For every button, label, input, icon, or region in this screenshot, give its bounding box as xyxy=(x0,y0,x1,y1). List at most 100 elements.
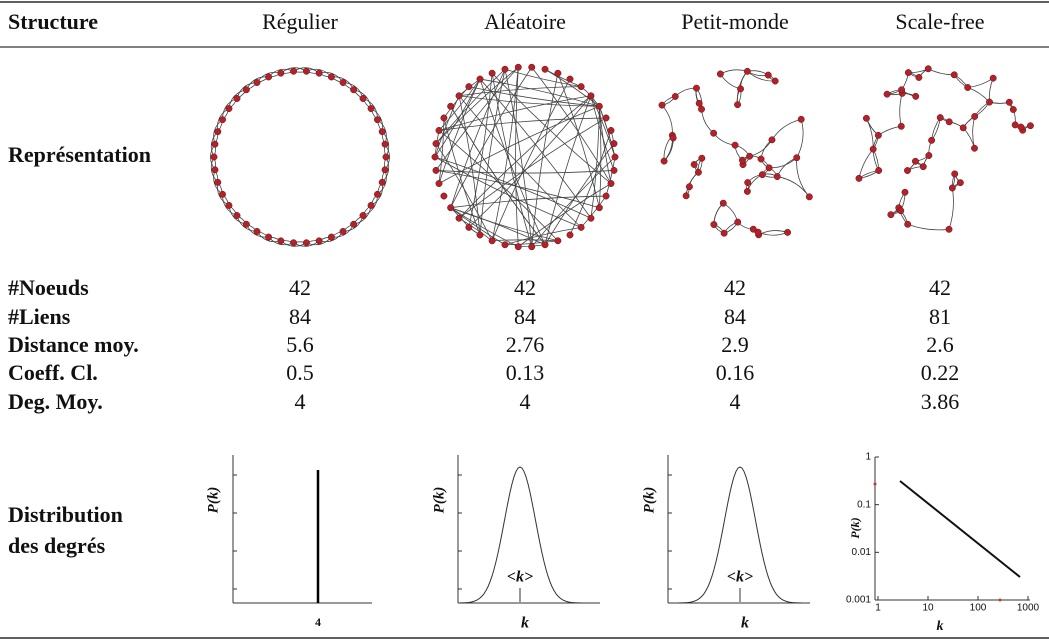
cell: 42 xyxy=(724,275,746,300)
node xyxy=(476,75,484,83)
cell: 2.76 xyxy=(506,332,545,357)
node xyxy=(432,166,440,174)
node xyxy=(233,212,241,219)
node xyxy=(374,116,381,124)
node xyxy=(971,144,978,152)
edge xyxy=(468,95,592,228)
node xyxy=(971,113,979,120)
node xyxy=(566,231,574,239)
edge xyxy=(796,157,810,198)
header-cell: Structure xyxy=(8,9,98,34)
node xyxy=(381,166,389,174)
node xyxy=(378,128,386,136)
node xyxy=(431,153,439,161)
node xyxy=(242,220,250,228)
node xyxy=(956,179,964,187)
node xyxy=(773,173,781,181)
node xyxy=(797,115,805,123)
node xyxy=(1011,121,1019,129)
node xyxy=(1026,122,1034,130)
node xyxy=(945,225,953,233)
edge xyxy=(504,69,533,247)
node xyxy=(435,127,443,134)
edge xyxy=(931,117,941,141)
node xyxy=(746,152,754,160)
node xyxy=(554,69,562,77)
edge xyxy=(438,105,600,184)
row-label: Deg. Moy. xyxy=(8,389,103,414)
node xyxy=(719,199,727,207)
mean-label: <k> xyxy=(727,569,753,586)
row-label: Distance moy. xyxy=(8,332,139,357)
edge xyxy=(544,95,592,245)
edge xyxy=(771,118,802,141)
edge xyxy=(590,95,615,171)
node xyxy=(327,233,335,241)
node xyxy=(855,174,863,182)
node xyxy=(277,69,285,77)
edge xyxy=(866,118,874,150)
node xyxy=(764,71,772,79)
node xyxy=(743,67,751,75)
node xyxy=(904,167,911,174)
node xyxy=(607,127,615,134)
node xyxy=(694,168,702,176)
node xyxy=(734,101,742,109)
node xyxy=(904,69,912,77)
edge xyxy=(458,217,493,242)
node xyxy=(1005,98,1013,106)
node xyxy=(315,237,323,245)
node xyxy=(210,153,218,161)
edge xyxy=(434,156,582,228)
edge xyxy=(661,104,673,136)
node xyxy=(339,228,347,235)
node xyxy=(219,116,226,124)
node xyxy=(731,141,739,149)
node xyxy=(669,134,677,142)
edge xyxy=(458,95,481,235)
edge xyxy=(438,117,445,184)
edge xyxy=(749,139,773,157)
edge xyxy=(450,106,546,245)
node xyxy=(765,164,773,172)
edge xyxy=(899,93,903,127)
node xyxy=(1009,106,1017,113)
node xyxy=(265,233,273,241)
edge xyxy=(605,156,616,197)
edge xyxy=(796,119,804,158)
node xyxy=(350,220,358,228)
edge xyxy=(557,73,600,208)
edge xyxy=(438,95,592,131)
edge xyxy=(757,231,788,236)
node xyxy=(805,193,813,201)
edge xyxy=(590,106,600,219)
cell: 0.22 xyxy=(921,360,960,385)
node xyxy=(989,74,997,82)
edge xyxy=(438,130,559,242)
node xyxy=(447,204,455,212)
header-cell: Petit-monde xyxy=(681,9,789,34)
node xyxy=(359,95,367,102)
cell: 0.16 xyxy=(716,360,755,385)
y-tick-label: 1 xyxy=(865,452,871,463)
node xyxy=(945,118,953,126)
node xyxy=(435,180,443,187)
row-label: #Liens xyxy=(8,304,71,329)
node xyxy=(951,170,959,178)
edge xyxy=(713,202,724,225)
edge xyxy=(931,117,941,141)
node xyxy=(265,73,273,81)
node xyxy=(327,73,335,81)
x-tick-label: 100 xyxy=(970,603,987,614)
node xyxy=(302,67,310,75)
cell: 2.9 xyxy=(721,332,749,357)
node xyxy=(455,92,463,100)
node xyxy=(378,178,386,186)
node xyxy=(367,201,375,209)
node xyxy=(904,220,912,228)
node xyxy=(862,114,870,122)
node xyxy=(915,74,923,81)
node xyxy=(554,237,562,245)
node xyxy=(784,228,792,236)
